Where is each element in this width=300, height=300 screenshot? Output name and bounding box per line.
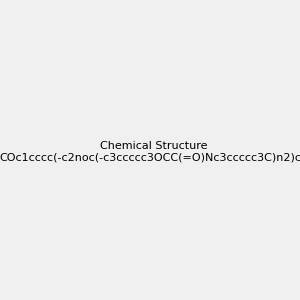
Text: Chemical Structure
COc1cccc(-c2noc(-c3ccccc3OCC(=O)Nc3ccccc3C)n2)c1: Chemical Structure COc1cccc(-c2noc(-c3cc… — [0, 141, 300, 162]
